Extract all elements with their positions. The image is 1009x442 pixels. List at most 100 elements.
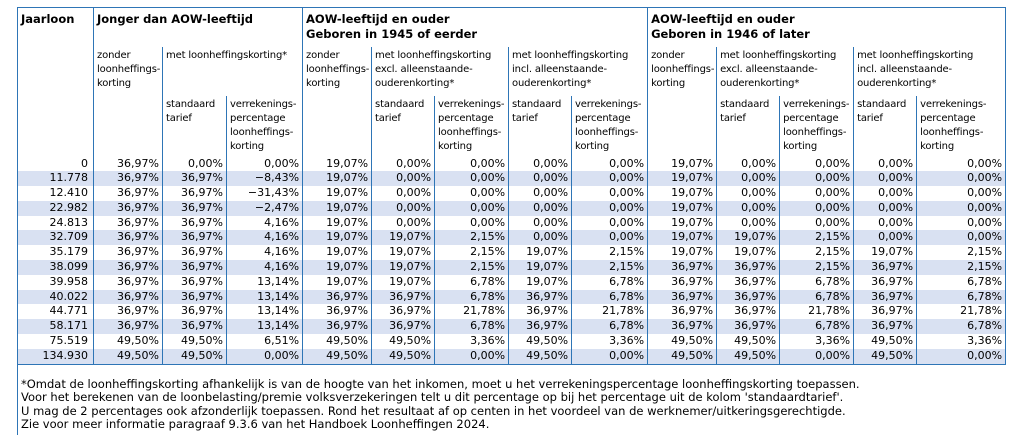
table-row: 44.771 36,97% 36,97% 13,14% 36,97% 36,97% 21,7… — [17, 304, 1006, 320]
percentage-cell: 19,07% — [302, 156, 372, 172]
percentage-cell: 0,00% — [371, 186, 435, 201]
jaarloon-value-cell: 11.778 — [17, 171, 94, 187]
percentage-cell: 0,00% — [779, 186, 854, 201]
percentage-cell: 2,15% — [434, 230, 509, 246]
footnote-line-2: Voor het berekenen van de loonbelasting/… — [21, 390, 844, 405]
percentage-cell: 36,97% — [162, 171, 227, 187]
percentage-cell: 4,16% — [225, 260, 303, 275]
percentage-cell: 36,97% — [162, 186, 227, 201]
header-verrekeningspercentage-5: verrekenings- percentage loonheffings- k… — [916, 95, 1006, 157]
percentage-cell: 36,97% — [716, 274, 780, 290]
percentage-cell: 2,15% — [779, 230, 854, 246]
header-verrekeningspercentage-1: verrekenings- percentage loonheffings- k… — [225, 95, 303, 157]
percentage-cell: 36,97% — [647, 289, 717, 305]
percentage-cell: 6,78% — [571, 274, 648, 290]
footnote-line-4: Zie voor meer informatie paragraaf 9.3.6… — [21, 417, 490, 432]
jaarloon-value-cell: 35.179 — [17, 245, 94, 261]
percentage-cell: 6,78% — [779, 274, 854, 290]
percentage-cell: 6,78% — [779, 289, 854, 305]
percentage-cell: 21,78% — [434, 304, 509, 320]
percentage-cell: 49,50% — [162, 334, 227, 349]
percentage-cell: 19,07% — [371, 245, 435, 261]
header-zonder-loonheffingskorting-2: zonder loonheffings- korting — [302, 46, 372, 157]
percentage-cell: 0,00% — [571, 171, 648, 187]
percentage-cell: 6,78% — [916, 319, 1006, 335]
header-met-incl-ouderenkorting-2: met loonheffingskorting incl. alleenstaa… — [853, 46, 1006, 96]
percentage-cell: 19,07% — [302, 186, 372, 201]
percentage-cell: 0,00% — [853, 186, 917, 201]
percentage-cell: 19,07% — [371, 274, 435, 290]
header-met-loonheffingskorting: met loonheffingskorting* — [161, 46, 303, 96]
percentage-cell: −31,43% — [225, 186, 303, 201]
percentage-cell: 6,78% — [434, 289, 509, 305]
percentage-cell: 0,00% — [853, 215, 917, 231]
percentage-cell: 19,07% — [647, 200, 717, 216]
table-row: 58.171 36,97% 36,97% 13,14% 36,97% 36,97% 6,78… — [17, 319, 1006, 335]
percentage-cell: 21,78% — [916, 304, 1006, 320]
jaarloon-value-cell: 134.930 — [17, 348, 94, 365]
percentage-cell: 36,97% — [647, 304, 717, 320]
percentage-cell: 21,78% — [571, 304, 648, 320]
percentage-cell: 6,51% — [225, 334, 303, 349]
percentage-cell: 36,97% — [93, 304, 163, 320]
table-row: 22.982 36,97% 36,97% −2,47% 19,07% 0,00% 0,00%… — [17, 200, 1006, 216]
percentage-cell: 0,00% — [225, 348, 303, 365]
table-row: 0 36,97% 0,00% 0,00% 19,07% 0,00% 0,00% 0,00% 0,… — [17, 156, 1006, 172]
percentage-cell: 0,00% — [571, 230, 648, 246]
percentage-cell: 36,97% — [716, 289, 780, 305]
jaarloon-value-cell: 0 — [17, 156, 94, 172]
percentage-cell: 0,00% — [225, 156, 303, 172]
percentage-cell: 0,00% — [508, 230, 572, 246]
percentage-cell: 0,00% — [779, 200, 854, 216]
percentage-cell: 19,07% — [302, 245, 372, 261]
percentage-cell: 13,14% — [225, 274, 303, 290]
jaarloon-value-cell: 38.099 — [17, 260, 94, 275]
percentage-cell: 4,16% — [225, 215, 303, 231]
header-standaardtarief-2: standaard tarief — [371, 95, 435, 157]
percentage-cell: 49,50% — [302, 348, 372, 365]
percentage-cell: 2,15% — [779, 260, 854, 275]
jaarloon-value-cell: 44.771 — [17, 304, 94, 320]
percentage-cell: 13,14% — [225, 304, 303, 320]
percentage-cell: 2,15% — [571, 260, 648, 275]
percentage-cell: 49,50% — [508, 334, 572, 349]
percentage-cell: 19,07% — [508, 245, 572, 261]
header-standaardtarief-4: standaard tarief — [716, 95, 780, 157]
percentage-cell: 36,97% — [371, 319, 435, 335]
percentage-cell: 36,97% — [853, 274, 917, 290]
percentage-cell: 0,00% — [571, 156, 648, 172]
percentage-cell: 36,97% — [93, 215, 163, 231]
percentage-cell: 36,97% — [371, 304, 435, 320]
percentage-cell: 0,00% — [434, 215, 509, 231]
table-row: 24.813 36,97% 36,97% 4,16% 19,07% 0,00% 0,00% 0… — [17, 215, 1006, 231]
table-row: 35.179 36,97% 36,97% 4,16% 19,07% 19,07% 2,15%… — [17, 245, 1006, 261]
percentage-cell: 36,97% — [647, 274, 717, 290]
percentage-cell: 21,78% — [779, 304, 854, 320]
percentage-cell: 0,00% — [779, 348, 854, 365]
percentage-cell: 0,00% — [434, 171, 509, 187]
percentage-cell: 0,00% — [508, 186, 572, 201]
percentage-cell: 36,97% — [93, 171, 163, 187]
percentage-cell: 36,97% — [853, 260, 917, 275]
jaarloon-value-cell: 12.410 — [17, 186, 94, 201]
jaarloon-value-cell: 39.958 — [17, 274, 94, 290]
percentage-cell: 2,15% — [779, 245, 854, 261]
table-row: 38.099 36,97% 36,97% 4,16% 19,07% 19,07% 2,15%… — [17, 260, 1006, 275]
percentage-cell: 36,97% — [93, 319, 163, 335]
header-zonder-loonheffingskorting-1: zonder loonheffings- korting — [93, 46, 163, 157]
percentage-cell: 13,14% — [225, 319, 303, 335]
percentage-cell: 36,97% — [508, 319, 572, 335]
percentage-cell: 19,07% — [302, 260, 372, 275]
percentage-cell: 19,07% — [647, 171, 717, 187]
percentage-cell: 0,00% — [434, 200, 509, 216]
percentage-cell: 36,97% — [508, 289, 572, 305]
percentage-cell: 36,97% — [93, 156, 163, 172]
percentage-cell: 49,50% — [371, 348, 435, 365]
percentage-cell: 0,00% — [371, 200, 435, 216]
percentage-cell: 0,00% — [916, 215, 1006, 231]
percentage-cell: 49,50% — [93, 334, 163, 349]
percentage-cell: 36,97% — [371, 289, 435, 305]
percentage-cell: 49,50% — [853, 334, 917, 349]
percentage-cell: 36,97% — [853, 304, 917, 320]
jaarloon-value-cell: 32.709 — [17, 230, 94, 246]
